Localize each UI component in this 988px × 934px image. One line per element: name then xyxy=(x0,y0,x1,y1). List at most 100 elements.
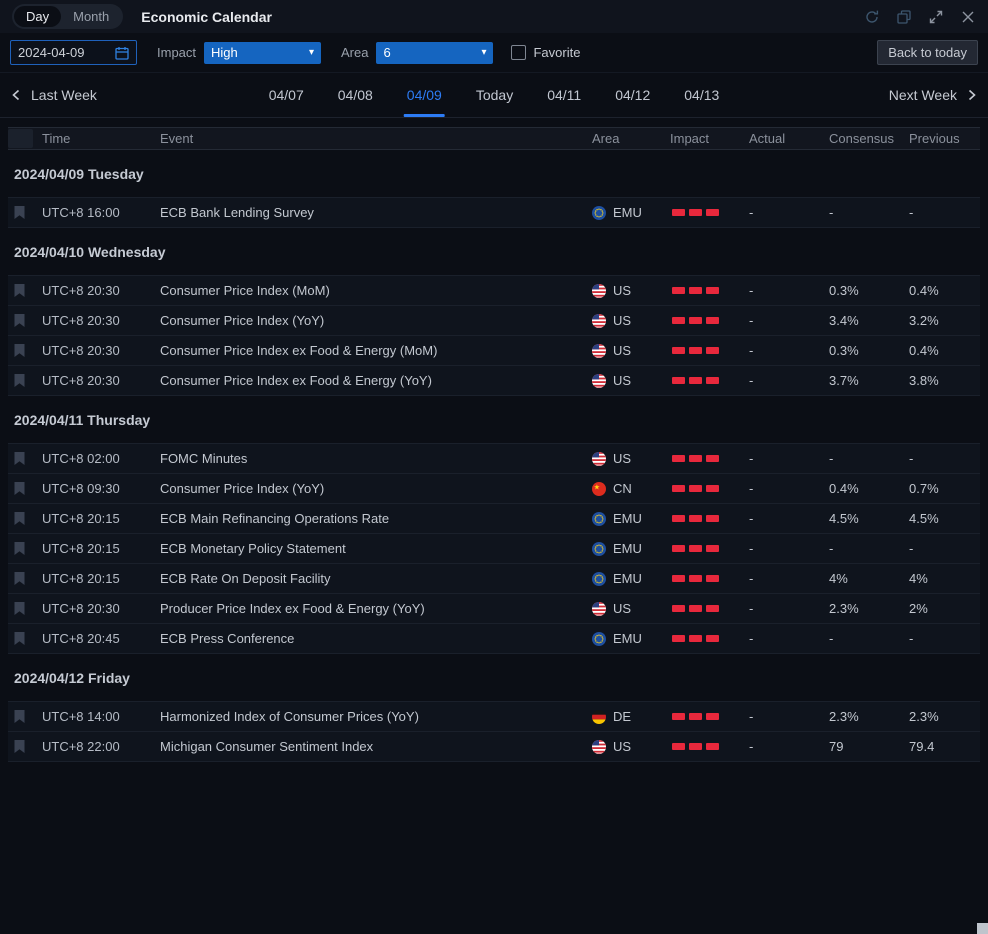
table-row[interactable]: UTC+8 20:45 ECB Press Conference EMU - - - xyxy=(8,624,980,654)
table-row[interactable]: UTC+8 20:30 Consumer Price Index ex Food … xyxy=(8,336,980,366)
bookmark-icon[interactable] xyxy=(8,374,38,387)
area-code: EMU xyxy=(613,511,642,526)
bookmark-icon[interactable] xyxy=(8,344,38,357)
bookmark-icon[interactable] xyxy=(8,602,38,615)
event-cell: ECB Monetary Policy Statement xyxy=(160,541,346,556)
table-row[interactable]: UTC+8 14:00 Harmonized Index of Consumer … xyxy=(8,702,980,732)
event-cell: Consumer Price Index (MoM) xyxy=(160,283,330,298)
area-dropdown[interactable]: 6 ▾ xyxy=(376,41,494,64)
table-row[interactable]: UTC+8 20:15 ECB Main Refinancing Operatio… xyxy=(8,504,980,534)
bookmark-icon[interactable] xyxy=(8,284,38,297)
table-row[interactable]: UTC+8 20:30 Consumer Price Index (YoY) US -… xyxy=(8,306,980,336)
time-cell: UTC+8 20:30 xyxy=(42,283,120,298)
column-header-event: Event xyxy=(160,131,194,146)
table-row[interactable]: UTC+8 20:15 ECB Monetary Policy Statement… xyxy=(8,534,980,564)
time-cell: UTC+8 20:45 xyxy=(42,631,120,646)
consensus-cell: 0.4% xyxy=(829,481,859,496)
tab-month[interactable]: Month xyxy=(73,9,110,24)
event-cell: Consumer Price Index (YoY) xyxy=(160,481,325,496)
week-day-04-08[interactable]: 04/08 xyxy=(337,87,373,103)
week-day-04-11[interactable]: 04/11 xyxy=(547,87,582,103)
chevron-down-icon: ▾ xyxy=(308,47,315,58)
previous-cell: 79.4 xyxy=(909,739,935,754)
close-icon[interactable] xyxy=(960,9,976,25)
area-code: US xyxy=(613,601,632,616)
area-label: Area xyxy=(341,45,369,60)
impact-dropdown[interactable]: High ▾ xyxy=(204,41,322,64)
tab-day[interactable]: Day xyxy=(14,6,62,27)
consensus-cell: 4.5% xyxy=(829,511,859,526)
previous-cell: 3.8% xyxy=(909,373,939,388)
consensus-cell: - xyxy=(829,631,834,646)
bookmark-icon[interactable] xyxy=(8,572,38,585)
consensus-cell: - xyxy=(829,205,834,220)
actual-cell: - xyxy=(749,313,754,328)
flag-icon-us xyxy=(592,313,606,328)
last-week-button[interactable]: Last Week xyxy=(10,87,97,103)
flag-icon-us xyxy=(592,601,606,616)
table-row[interactable]: UTC+8 16:00 ECB Bank Lending Survey EMU - - - xyxy=(8,198,980,228)
table-row[interactable]: UTC+8 09:30 Consumer Price Index (YoY) CN -… xyxy=(8,474,980,504)
week-day-04-13[interactable]: 04/13 xyxy=(684,87,720,103)
flag-icon-cn xyxy=(592,481,606,496)
calendar-table: Time Event Area Impact Actual Consensus Previo… xyxy=(0,127,988,762)
week-day-04-12[interactable]: 04/12 xyxy=(615,87,651,103)
area-cell: US xyxy=(588,373,666,388)
consensus-cell: 0.3% xyxy=(829,343,859,358)
bookmark-icon[interactable] xyxy=(8,512,38,525)
bookmark-icon[interactable] xyxy=(8,740,38,753)
previous-cell: 2.3% xyxy=(909,709,939,724)
date-picker[interactable]: 2024-04-09 xyxy=(10,40,137,65)
table-row[interactable]: UTC+8 20:30 Consumer Price Index ex Food … xyxy=(8,366,980,396)
consensus-cell: 4% xyxy=(829,571,848,586)
bookmark-icon[interactable] xyxy=(8,482,38,495)
consensus-cell: - xyxy=(829,541,834,556)
popout-icon[interactable] xyxy=(896,9,912,25)
area-value: 6 xyxy=(383,45,391,60)
actual-cell: - xyxy=(749,571,754,586)
bookmark-icon[interactable] xyxy=(8,632,38,645)
bookmark-icon[interactable] xyxy=(8,206,38,219)
table-row[interactable]: UTC+8 02:00 FOMC Minutes US - - - xyxy=(8,444,980,474)
previous-cell: 4.5% xyxy=(909,511,939,526)
week-day-04-07[interactable]: 04/07 xyxy=(268,87,304,103)
bookmark-icon[interactable] xyxy=(8,710,38,723)
event-cell: ECB Bank Lending Survey xyxy=(160,205,314,220)
date-section-header: 2024/04/11 Thursday xyxy=(8,396,980,444)
window-topbar: Day Month Economic Calendar xyxy=(0,0,988,33)
week-navigation: Last Week 04/07 04/08 04/09 Today 04/11 04/12… xyxy=(0,72,988,118)
back-to-today-button[interactable]: Back to today xyxy=(877,40,978,65)
next-week-button[interactable]: Next Week xyxy=(889,87,978,103)
table-row[interactable]: UTC+8 20:15 ECB Rate On Deposit Facility E… xyxy=(8,564,980,594)
expand-icon[interactable] xyxy=(928,9,944,25)
area-code: US xyxy=(613,739,632,754)
week-day-today[interactable]: Today xyxy=(475,87,514,103)
table-row[interactable]: UTC+8 22:00 Michigan Consumer Sentiment I… xyxy=(8,732,980,762)
calendar-icon[interactable] xyxy=(115,46,129,60)
filter-bar: 2024-04-09 Impact High ▾ Area 6 ▾ Favori… xyxy=(0,33,988,72)
impact-cell xyxy=(666,377,745,384)
favorite-checkbox[interactable] xyxy=(511,45,527,60)
actual-cell: - xyxy=(749,709,754,724)
consensus-cell: 0.3% xyxy=(829,283,859,298)
bookmark-icon[interactable] xyxy=(8,452,38,465)
time-cell: UTC+8 14:00 xyxy=(42,709,120,724)
week-day-04-09[interactable]: 04/09 xyxy=(403,73,445,117)
area-code: US xyxy=(613,373,632,388)
favorite-filter[interactable]: Favorite xyxy=(511,45,580,60)
previous-cell: - xyxy=(909,451,914,466)
bookmark-icon[interactable] xyxy=(8,542,38,555)
area-code: EMU xyxy=(613,631,642,646)
bookmark-icon[interactable] xyxy=(8,314,38,327)
previous-cell: 2% xyxy=(909,601,928,616)
table-row[interactable]: UTC+8 20:30 Consumer Price Index (MoM) US -… xyxy=(8,276,980,306)
area-code: CN xyxy=(613,481,632,496)
actual-cell: - xyxy=(749,283,754,298)
table-row[interactable]: UTC+8 20:30 Producer Price Index ex Food … xyxy=(8,594,980,624)
column-header-actual: Actual xyxy=(749,131,786,146)
area-code: US xyxy=(613,451,632,466)
impact-cell xyxy=(666,209,745,216)
refresh-icon[interactable] xyxy=(864,9,880,25)
resize-grip[interactable] xyxy=(977,923,988,934)
consensus-cell: 79 xyxy=(829,739,844,754)
